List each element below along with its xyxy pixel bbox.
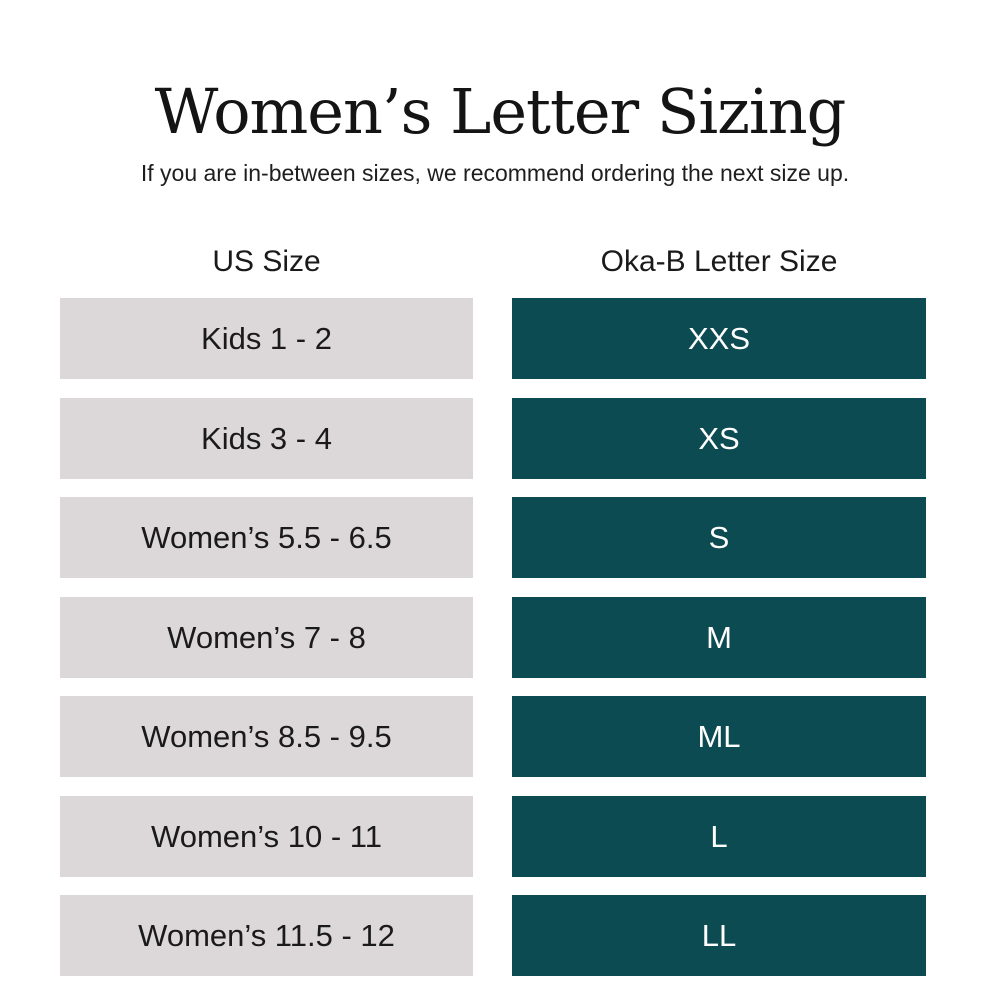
us-size-cell: Women’s 11.5 - 12 bbox=[60, 895, 473, 976]
letter-size-cell: LL bbox=[512, 895, 926, 976]
letter-size-cell: M bbox=[512, 596, 926, 678]
size-table: Kids 1 - 2 XXS Kids 3 - 4 XS Women’s 5.5… bbox=[0, 298, 1000, 995]
us-size-cell: Women’s 7 - 8 bbox=[60, 596, 473, 678]
table-row: Women’s 5.5 - 6.5 S bbox=[0, 497, 1000, 578]
us-size-cell: Women’s 10 - 11 bbox=[60, 795, 473, 877]
table-row: Kids 3 - 4 XS bbox=[0, 397, 1000, 479]
letter-size-cell: XXS bbox=[512, 298, 926, 379]
us-size-cell: Women’s 5.5 - 6.5 bbox=[60, 497, 473, 578]
us-size-cell: Women’s 8.5 - 9.5 bbox=[60, 696, 473, 777]
table-row: Women’s 11.5 - 12 LL bbox=[0, 895, 1000, 976]
letter-size-cell: XS bbox=[512, 397, 926, 479]
us-size-cell: Kids 1 - 2 bbox=[60, 298, 473, 379]
letter-size-column-header: Oka-B Letter Size bbox=[600, 245, 838, 278]
table-row: Women’s 10 - 11 L bbox=[0, 795, 1000, 877]
letter-size-cell: L bbox=[512, 795, 926, 877]
page-title: Women’s Letter Sizing bbox=[154, 75, 847, 148]
letter-size-cell: S bbox=[512, 497, 926, 578]
letter-size-cell: ML bbox=[512, 696, 926, 777]
table-row: Kids 1 - 2 XXS bbox=[0, 298, 1000, 379]
table-row: Women’s 8.5 - 9.5 ML bbox=[0, 696, 1000, 777]
page-subtitle: If you are in-between sizes, we recommen… bbox=[140, 160, 850, 186]
us-size-cell: Kids 3 - 4 bbox=[60, 397, 473, 479]
table-row: Women’s 7 - 8 M bbox=[0, 596, 1000, 678]
us-size-column-header: US Size bbox=[212, 245, 321, 278]
